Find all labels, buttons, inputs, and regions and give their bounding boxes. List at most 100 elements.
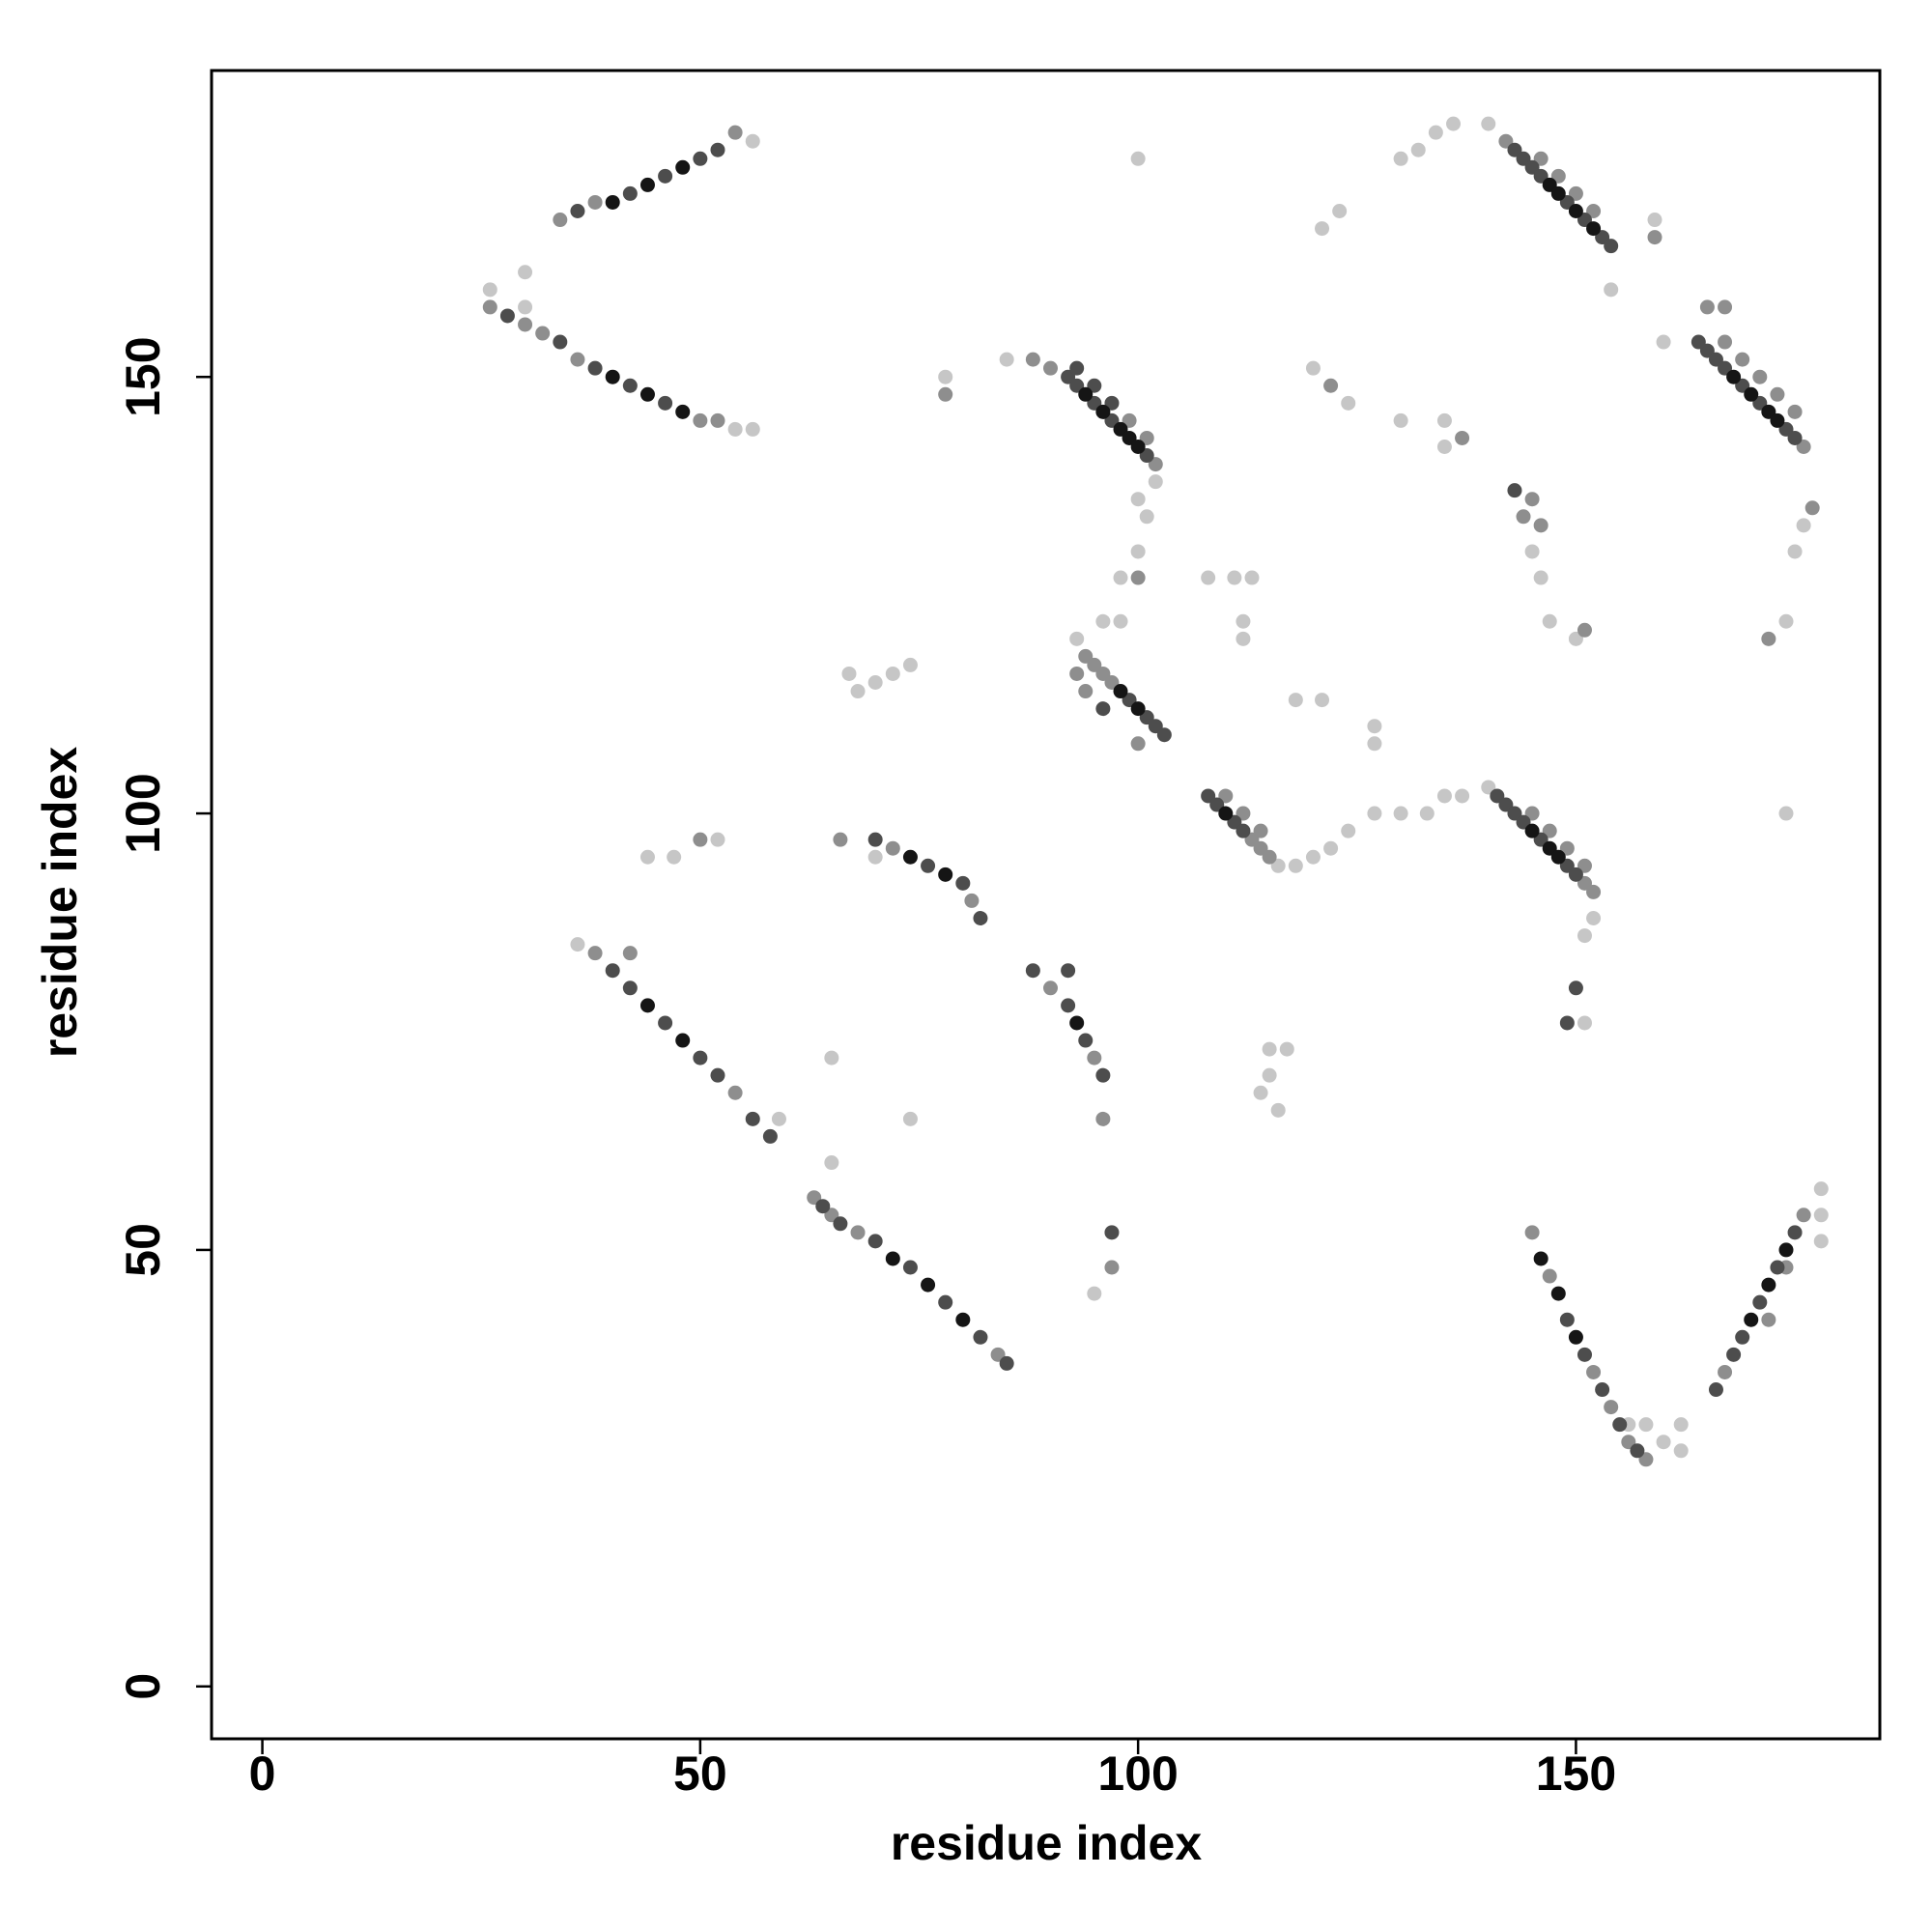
point [885, 840, 900, 856]
point [1761, 631, 1776, 646]
point [902, 1260, 918, 1275]
point [1156, 727, 1172, 743]
point [727, 1085, 743, 1100]
point [1778, 1242, 1794, 1258]
point [1726, 1347, 1742, 1362]
point [1516, 509, 1531, 525]
point [518, 265, 533, 280]
point [1787, 1225, 1803, 1240]
point [1778, 613, 1794, 629]
point [1586, 884, 1602, 899]
point [999, 1355, 1014, 1371]
point [1061, 998, 1076, 1013]
y-tick-label: 150 [116, 336, 170, 416]
point [938, 867, 953, 882]
point [1367, 806, 1382, 821]
point [1288, 858, 1303, 873]
point [1095, 404, 1111, 419]
point [1752, 1294, 1768, 1310]
point [727, 125, 743, 140]
point [1726, 369, 1742, 384]
point [1586, 1364, 1602, 1379]
point [553, 213, 568, 228]
point [867, 832, 883, 847]
point [1244, 570, 1260, 585]
point [639, 849, 655, 865]
point [1550, 185, 1566, 201]
point [815, 1199, 831, 1214]
point [1061, 963, 1076, 979]
point [1656, 1435, 1671, 1450]
point [1104, 1225, 1120, 1240]
point [867, 849, 883, 865]
point [587, 194, 603, 210]
point [1148, 474, 1163, 490]
point [1690, 334, 1706, 350]
point [1718, 299, 1733, 315]
point [1305, 360, 1321, 376]
point [1770, 1260, 1785, 1275]
point [1393, 412, 1408, 428]
point [1227, 570, 1242, 585]
point [658, 1015, 673, 1031]
point [1770, 386, 1785, 402]
point [1568, 203, 1583, 218]
point [902, 657, 918, 672]
point [1752, 369, 1768, 384]
point [1744, 386, 1759, 402]
point [1718, 334, 1733, 350]
point [482, 299, 497, 315]
point [1236, 613, 1251, 629]
point [1095, 613, 1111, 629]
point [1069, 631, 1085, 646]
point [710, 142, 725, 157]
point [1253, 823, 1268, 838]
point [1586, 221, 1602, 237]
point [1673, 1443, 1689, 1459]
point [482, 282, 497, 298]
point [1305, 849, 1321, 865]
point [1139, 509, 1154, 525]
point [675, 404, 691, 419]
point [850, 684, 866, 699]
point [1787, 544, 1803, 559]
point [1778, 806, 1794, 821]
plot-frame [210, 69, 1882, 1741]
point [1323, 378, 1339, 393]
point [1130, 701, 1146, 717]
point [605, 194, 620, 210]
point [570, 203, 585, 218]
point [710, 412, 725, 428]
point [1604, 239, 1619, 254]
point [1113, 613, 1128, 629]
point [1095, 701, 1111, 717]
point [1436, 440, 1452, 455]
point [1524, 492, 1540, 507]
point [1315, 693, 1330, 708]
point [1813, 1208, 1829, 1223]
point [1446, 116, 1462, 131]
point [1524, 1225, 1540, 1240]
point [1130, 492, 1146, 507]
point [999, 352, 1014, 367]
point [745, 1111, 760, 1126]
point [850, 1225, 866, 1240]
x-tick-label: 150 [1536, 1747, 1616, 1801]
point [902, 849, 918, 865]
point [745, 421, 760, 437]
point [1542, 613, 1557, 629]
point [841, 666, 857, 681]
point [1253, 1085, 1268, 1100]
point [1524, 823, 1540, 838]
point [1735, 352, 1750, 367]
point [605, 369, 620, 384]
point [1042, 980, 1058, 996]
point [973, 1329, 988, 1345]
point [1804, 500, 1820, 516]
point [1595, 1382, 1610, 1398]
point [1533, 1251, 1548, 1266]
point [639, 998, 655, 1013]
point [1507, 483, 1522, 498]
point [1113, 570, 1128, 585]
